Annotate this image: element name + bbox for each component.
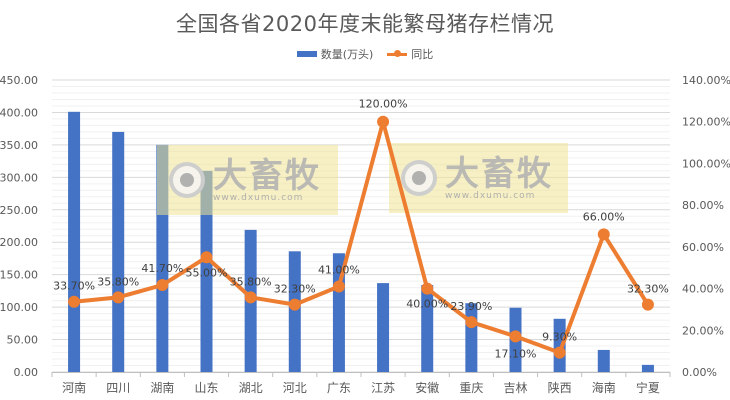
bar-陕西[interactable]: [553, 318, 566, 372]
right-axis-tick-label: 0.00%: [682, 366, 717, 379]
line-series: [68, 115, 654, 359]
left-axis-tick-label: 300.00: [0, 171, 38, 184]
legend-item-quantity[interactable]: 数量(万头): [296, 46, 374, 62]
yoy-point-宁夏[interactable]: [641, 298, 654, 311]
right-axis-tick-label: 60.00%: [682, 241, 724, 254]
left-axis-tick-label: 150.00: [0, 269, 38, 282]
data-labels: 33.70% 35.80%41.70% 55.00%35.80%32.30%41.0…: [53, 98, 669, 361]
yoy-point-吉林[interactable]: [509, 330, 522, 343]
category-label: 安徽: [415, 380, 439, 395]
yoy-data-label: 23.90%: [450, 300, 492, 313]
yoy-point-安徽[interactable]: [421, 282, 434, 295]
right-axis: 0.00% 20.00% 40.00% 60.00% 80.00% 100.00% 120.…: [682, 74, 730, 379]
bar-swatch-icon: [296, 51, 317, 57]
right-axis-tick-label: 40.00%: [682, 283, 724, 296]
left-axis-tick-label: 0.00: [14, 366, 39, 379]
bar-海南[interactable]: [597, 349, 610, 372]
right-axis-tick-label: 140.00%: [682, 74, 730, 87]
left-axis-tick-label: 450.00: [0, 74, 38, 87]
category-label: 山东: [194, 381, 218, 395]
left-axis-tick-label: 50.00: [7, 334, 39, 347]
left-axis-tick-label: 200.00: [0, 236, 38, 249]
yoy-data-label: 17.10%: [495, 347, 537, 360]
yoy-point-湖南[interactable]: [156, 279, 169, 292]
yoy-data-label: 32.30%: [274, 283, 316, 296]
bar-安徽[interactable]: [421, 285, 434, 372]
yoy-data-label: 41.70%: [141, 262, 183, 275]
bar-宁夏[interactable]: [641, 364, 654, 372]
category-label: 湖北: [239, 380, 263, 395]
yoy-point-河北[interactable]: [288, 298, 301, 311]
legend: 数量(万头) 同比: [0, 46, 730, 62]
category-label: 吉林: [503, 381, 527, 395]
category-label: 海南: [592, 380, 616, 395]
yoy-point-湖北[interactable]: [244, 291, 257, 304]
yoy-point-重庆[interactable]: [465, 316, 478, 329]
legend-label-yoy: 同比: [411, 48, 434, 61]
category-label: 四川: [106, 381, 130, 395]
category-label: 河北: [283, 381, 307, 395]
yoy-point-海南[interactable]: [597, 228, 610, 241]
yoy-data-label: 66.00%: [583, 210, 625, 223]
yoy-point-山东[interactable]: [200, 251, 213, 264]
yoy-data-label: 35.80%: [97, 275, 139, 288]
yoy-data-label: 9.30%: [542, 331, 577, 344]
yoy-data-label: 33.70%: [53, 280, 95, 293]
yoy-point-河南[interactable]: [68, 295, 81, 308]
category-label: 广东: [327, 381, 351, 395]
right-axis-tick-label: 80.00%: [682, 199, 724, 212]
category-label: 江苏: [371, 381, 395, 395]
left-axis: 0.00 50.00 100.00 150.00 200.00 250.00 300.00 3…: [0, 74, 38, 379]
chart-title: 全国各省2020年度末能繁母猪存栏情况: [176, 12, 554, 36]
yoy-data-label: 40.00%: [406, 298, 448, 311]
category-label: 重庆: [459, 381, 483, 395]
x-axis: 河南 四川 湖南 山东 湖北 河北 广东 江苏 安徽 重庆 吉林 陕西 海南 宁夏: [51, 372, 671, 395]
yoy-data-label: 35.80%: [230, 275, 272, 288]
category-label: 宁夏: [636, 380, 660, 395]
bar-江苏[interactable]: [377, 283, 390, 372]
yoy-data-label: 41.00%: [318, 263, 360, 276]
legend-item-yoy[interactable]: 同比: [387, 46, 433, 62]
bar-河北[interactable]: [288, 251, 301, 372]
legend-label-quantity: 数量(万头): [320, 48, 374, 61]
left-axis-tick-label: 400.00: [0, 106, 38, 119]
bar-四川[interactable]: [112, 131, 125, 372]
yoy-data-label: 32.30%: [627, 283, 669, 296]
left-axis-tick-label: 100.00: [0, 301, 38, 314]
yoy-point-广东[interactable]: [332, 280, 345, 293]
yoy-point-四川[interactable]: [112, 291, 125, 304]
line-swatch-icon: [387, 50, 408, 57]
category-label: 湖南: [150, 380, 174, 395]
left-axis-tick-label: 250.00: [0, 204, 38, 217]
category-label: 河南: [62, 380, 86, 395]
bar-河南[interactable]: [68, 111, 81, 372]
yoy-data-label: 55.00%: [186, 266, 228, 279]
right-axis-tick-label: 20.00%: [682, 324, 724, 337]
yoy-point-江苏[interactable]: [377, 115, 390, 128]
right-axis-tick-label: 120.00%: [682, 116, 730, 129]
yoy-line: [73, 119, 650, 355]
yoy-point-陕西[interactable]: [553, 346, 566, 359]
bar-山东[interactable]: [200, 170, 213, 372]
yoy-data-label: 120.00%: [359, 98, 408, 111]
right-axis-tick-label: 100.00%: [682, 157, 730, 170]
gridlines: [52, 79, 670, 373]
left-axis-tick-label: 350.00: [0, 139, 38, 152]
category-label: 陕西: [548, 380, 572, 395]
